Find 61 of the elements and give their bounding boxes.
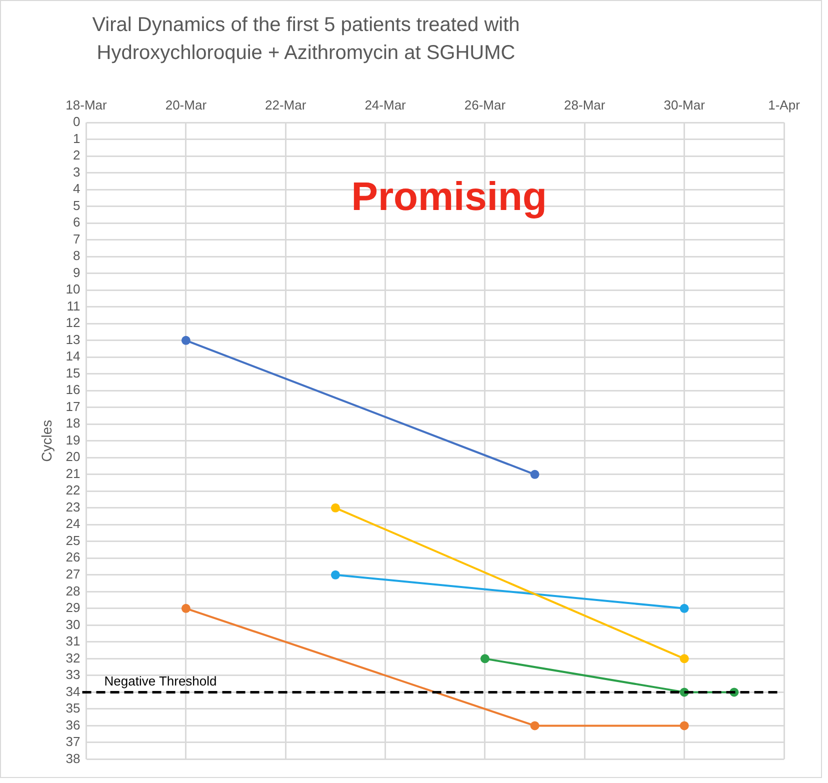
y-tick-label: 11 — [66, 298, 80, 314]
x-tick-label: 24-Mar — [364, 97, 407, 112]
y-tick-label: 4 — [73, 181, 80, 196]
point — [181, 604, 190, 613]
y-tick-label: 9 — [73, 264, 80, 280]
x-tick-label: 30-Mar — [664, 97, 706, 112]
annotation: Promising — [351, 175, 547, 220]
y-tick-label: 27 — [66, 566, 80, 582]
y-tick-label: 8 — [73, 248, 80, 264]
y-tick-label: 22 — [66, 482, 80, 498]
y-tick-label: 6 — [73, 214, 80, 230]
y-tick-label: 38 — [66, 750, 80, 766]
y-tick-label: 21 — [66, 466, 80, 481]
x-tick-label: 1-Apr — [768, 97, 801, 112]
y-tick-label: 20 — [66, 449, 80, 464]
y-tick-label: 33 — [66, 667, 80, 682]
x-tick-label: 18-Mar — [66, 97, 108, 112]
x-tick-label: 20-Mar — [165, 97, 208, 112]
y-tick-label: 24 — [66, 516, 80, 532]
y-tick-label: 1 — [73, 130, 80, 146]
y-tick-label: 14 — [66, 348, 80, 364]
y-tick-label: 35 — [66, 700, 80, 716]
y-tick-label: 28 — [66, 583, 80, 598]
y-tick-label: 25 — [66, 532, 80, 548]
point — [530, 470, 540, 479]
point — [181, 336, 190, 345]
y-tick-label: 18 — [66, 416, 80, 431]
y-tick-label: 12 — [66, 315, 80, 330]
point — [680, 604, 689, 613]
y-tick-label: 37 — [66, 734, 80, 750]
chart-title: Viral Dynamics of the first 5 patients treated with Hydroxychloroquie + Azithromycin at SGHUMC — [91, 13, 521, 66]
y-tick-label: 7 — [73, 231, 80, 246]
y-tick-label: 31 — [66, 634, 80, 649]
y-tick-label: 19 — [66, 432, 80, 448]
x-tick-label: 26-Mar — [464, 97, 506, 112]
point — [530, 721, 540, 730]
y-axis-title: Cycles — [38, 420, 54, 462]
x-tick-label: 22-Mar — [265, 97, 307, 112]
y-tick-label: 13 — [66, 332, 80, 347]
y-tick-label: 15 — [66, 365, 80, 380]
y-tick-label: 3 — [73, 164, 80, 180]
y-tick-label: 34 — [66, 684, 80, 699]
point — [330, 570, 340, 580]
point — [680, 654, 689, 664]
y-tick-label: 2 — [73, 148, 80, 163]
y-tick-label: 32 — [66, 650, 80, 666]
ref-line-label: Negative Threshold — [104, 673, 217, 688]
point — [680, 721, 689, 730]
y-tick-label: 23 — [66, 499, 80, 514]
y-tick-label: 26 — [66, 550, 80, 565]
y-tick-label: 0 — [73, 114, 80, 130]
point — [480, 654, 490, 664]
y-tick-label: 16 — [66, 382, 80, 398]
y-tick-label: 5 — [73, 198, 80, 213]
y-tick-label: 17 — [66, 398, 80, 414]
y-tick-label: 29 — [66, 600, 80, 616]
y-tick-label: 30 — [66, 616, 80, 632]
y-tick-label: 10 — [66, 282, 80, 297]
y-tick-label: 36 — [66, 717, 80, 732]
point — [330, 503, 340, 512]
x-tick-label: 28-Mar — [564, 97, 606, 112]
